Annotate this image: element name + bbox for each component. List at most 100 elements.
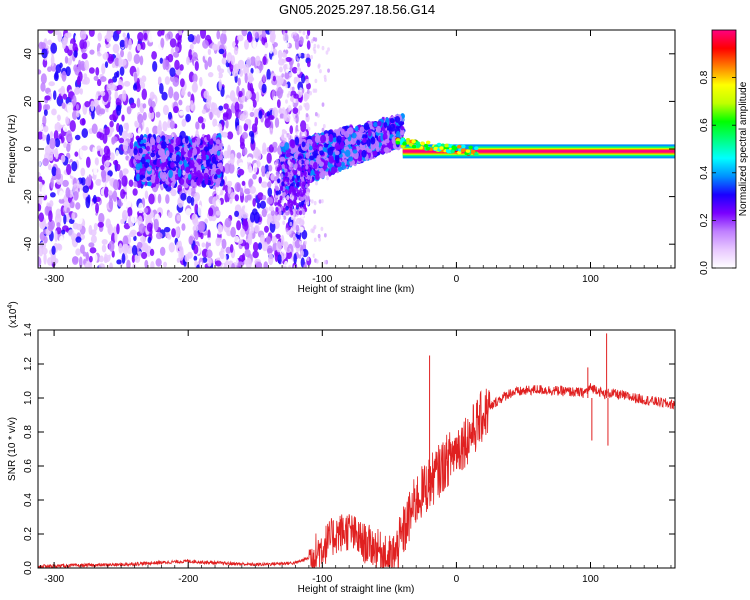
heat-cell [201, 150, 206, 156]
heat-cell [40, 73, 47, 85]
heat-cell [161, 91, 168, 101]
heat-cell [274, 201, 278, 207]
heat-cell [230, 55, 236, 66]
heat-cell [217, 223, 222, 233]
heat-cell [92, 194, 97, 204]
heat-cell [55, 64, 62, 74]
heat-cell [278, 162, 282, 168]
heat-cell [272, 241, 278, 253]
heat-cell [204, 218, 209, 224]
heat-cell [301, 199, 305, 205]
heat-cell [50, 42, 58, 54]
heat-cell [246, 194, 252, 201]
heat-cell [306, 40, 311, 50]
heat-cell [126, 259, 131, 268]
heat-cell [284, 168, 288, 174]
heat-cell [100, 90, 106, 97]
heat-cell [72, 94, 77, 107]
heat-cell [330, 166, 336, 175]
heat-cell [289, 96, 293, 102]
heat-cell [164, 76, 171, 85]
heat-cell [298, 105, 303, 111]
heat-cell [193, 255, 198, 261]
heat-cell [49, 200, 54, 207]
heat-cell [145, 126, 150, 135]
heat-cell [183, 144, 188, 153]
heat-cell [97, 221, 105, 228]
heat-cell [189, 100, 194, 111]
heat-cell [157, 193, 162, 204]
heat-cell [48, 210, 53, 222]
heat-cell [286, 195, 290, 201]
heat-cell [180, 192, 187, 201]
colorbar-tick-label: 0.4 [699, 165, 710, 179]
snr-x-ticks: -300 -200 -100 0 100 [40, 330, 672, 585]
heat-cell [112, 190, 118, 202]
heat-cell [301, 214, 304, 220]
heat-cell [322, 251, 326, 256]
heat-cell [170, 138, 174, 144]
heat-cell [290, 210, 294, 216]
heat-cell [166, 31, 173, 40]
heat-cell [98, 255, 104, 263]
heat-cell [131, 245, 138, 256]
y-tick-label: 0.2 [23, 527, 34, 541]
heat-cell [191, 213, 198, 224]
heat-cell [100, 164, 105, 171]
heat-cell [296, 175, 300, 181]
heat-cell [175, 154, 181, 164]
colorbar-label: Normalized spectral amplitude [738, 81, 749, 216]
heat-cell [138, 223, 146, 234]
heat-cell [278, 210, 282, 216]
heat-cell [111, 250, 115, 258]
heat-cell [153, 218, 159, 231]
heat-cell [133, 148, 138, 156]
heat-cell [185, 157, 191, 162]
heat-cell [283, 253, 287, 258]
heat-cell [285, 205, 289, 211]
heat-cell [47, 224, 54, 232]
heat-cell [335, 155, 340, 164]
heat-cell [264, 42, 269, 49]
heat-cell [265, 97, 269, 105]
heat-cell [42, 58, 48, 68]
x-tick-label: -200 [178, 574, 198, 585]
heat-cell [400, 137, 405, 142]
heat-cell [283, 133, 287, 139]
heat-cell [161, 135, 166, 142]
heat-cell [101, 63, 106, 75]
heat-cell [207, 48, 212, 56]
heat-cell [137, 31, 144, 42]
heat-cell [319, 68, 322, 74]
heat-cell [236, 220, 242, 231]
heat-cell [185, 113, 191, 123]
heat-cell [185, 105, 191, 113]
heat-cell [66, 102, 74, 114]
heat-cell [139, 174, 145, 181]
heat-cell [116, 30, 122, 35]
heat-cell [304, 53, 307, 58]
heat-cell [201, 154, 207, 161]
heat-cell [85, 251, 90, 262]
heat-cell [275, 190, 279, 196]
heat-cell [295, 98, 299, 104]
heat-cell [207, 71, 214, 78]
heat-cell [38, 69, 42, 75]
heat-cell [306, 139, 313, 144]
heat-cell [91, 253, 98, 264]
heat-cell [132, 83, 138, 91]
heat-cell [66, 143, 71, 152]
heat-cell [246, 57, 252, 68]
heat-cell [96, 131, 102, 139]
heat-cell [58, 198, 65, 204]
heat-cell [299, 90, 303, 96]
heat-cell [142, 111, 147, 121]
heat-cell [250, 56, 256, 66]
heat-cell [137, 241, 143, 249]
heat-cell [141, 242, 149, 251]
heat-cell [244, 203, 251, 210]
heat-cell [261, 208, 267, 218]
heat-cell [433, 146, 438, 151]
heat-cell [107, 170, 113, 177]
